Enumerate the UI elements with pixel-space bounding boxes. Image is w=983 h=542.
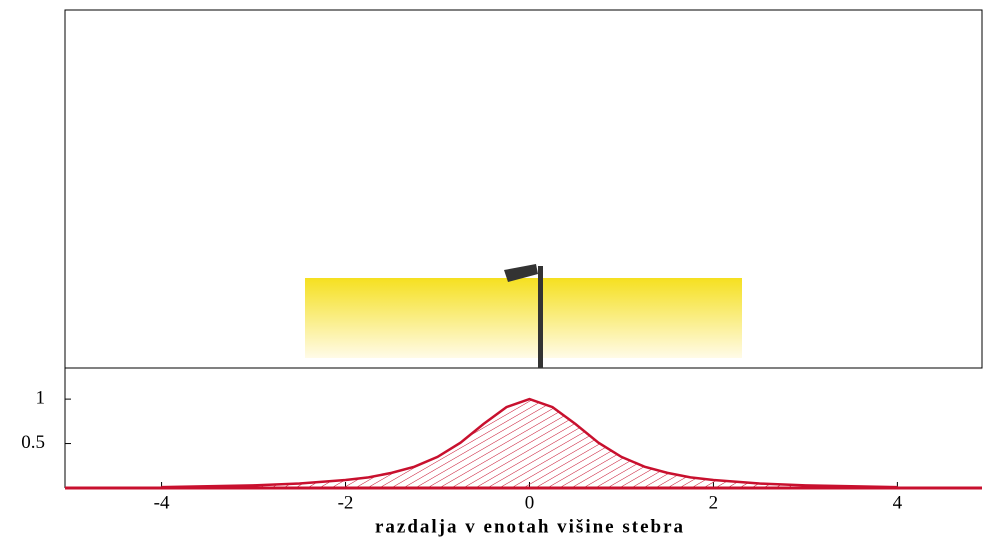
area-fill	[162, 399, 898, 488]
x-tick-label: 4	[893, 492, 903, 513]
light-area	[305, 278, 742, 358]
x-axis-label: razdalja v enotah višine stebra	[375, 516, 685, 537]
y-tick-label: 0.5	[21, 432, 45, 453]
chart: razdalja v enotah višine stebra 0.5 1 -4 -2…	[0, 0, 983, 542]
y-tick-label: 1	[36, 387, 46, 408]
x-tick-label: -2	[338, 492, 354, 513]
x-tick-label: -4	[154, 492, 170, 513]
x-tick-label: 2	[709, 492, 719, 513]
lamp-pole	[538, 266, 543, 368]
illustration	[65, 10, 982, 368]
x-tick-label: 0	[525, 492, 535, 513]
